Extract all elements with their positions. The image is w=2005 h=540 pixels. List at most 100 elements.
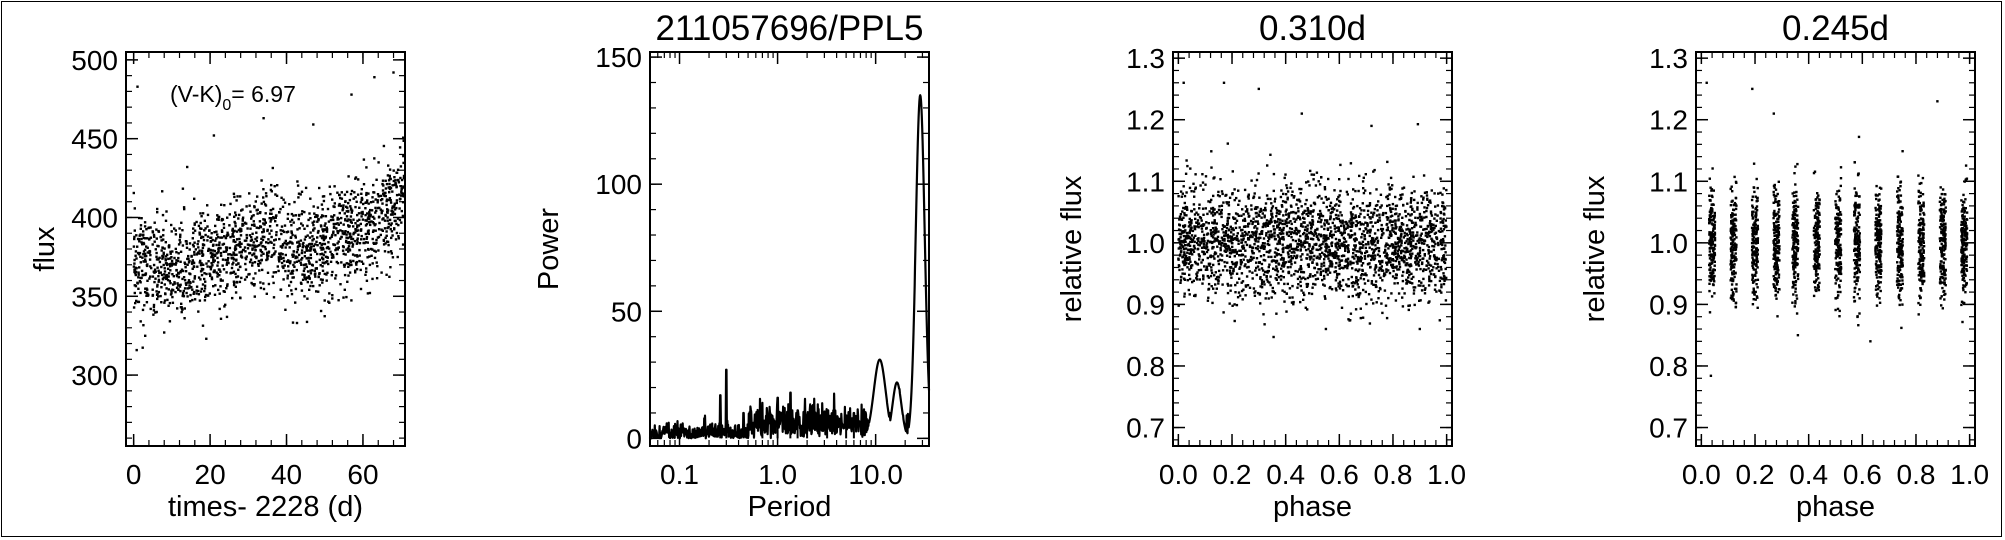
- plot3-point: [1210, 269, 1213, 272]
- plot3-point: [1364, 189, 1367, 192]
- plot3-point: [1442, 187, 1445, 190]
- plot3-point: [1414, 234, 1417, 237]
- plot3-point: [1410, 213, 1413, 216]
- plot3-point: [1346, 224, 1349, 227]
- plot1-point: [362, 183, 366, 186]
- plot3-point: [1357, 259, 1361, 263]
- plot3-point: [1305, 198, 1308, 202]
- plot3-point: [1193, 195, 1196, 198]
- plot3-point: [1372, 302, 1375, 305]
- plot3-point: [1408, 238, 1411, 242]
- plot1-point: [234, 222, 237, 225]
- plot3-point: [1297, 283, 1300, 286]
- plot3-point: [1293, 273, 1296, 276]
- plot3-point: [1211, 210, 1214, 214]
- plot3-point: [1392, 269, 1395, 273]
- plot3-point: [1427, 301, 1430, 304]
- plot3-point: [1423, 211, 1426, 214]
- plot3-point: [1420, 281, 1423, 284]
- plot1-point: [345, 262, 348, 265]
- plot3-point: [1357, 286, 1360, 289]
- plot1-point: [231, 233, 234, 236]
- plot3-point: [1341, 232, 1345, 235]
- plot3-point: [1309, 212, 1312, 215]
- plot3-point: [1413, 303, 1416, 307]
- plot3-point: [1191, 229, 1195, 233]
- plot3-point: [1434, 231, 1438, 234]
- plot1-point: [200, 262, 203, 265]
- plot1-point: [357, 212, 361, 215]
- plot3-point: [1335, 251, 1338, 255]
- plot1-point: [362, 237, 366, 241]
- plot1-point: [381, 189, 385, 192]
- plot3-point: [1316, 255, 1319, 258]
- plot3-point: [1409, 214, 1412, 217]
- plot1-point: [135, 348, 138, 352]
- plot3-point: [1190, 209, 1193, 213]
- plot3-point: [1313, 230, 1317, 233]
- plot3-point: [1435, 257, 1438, 260]
- plot1-point: [398, 146, 402, 149]
- plot3-point: [1319, 212, 1323, 215]
- plot1-point: [151, 288, 154, 291]
- plot3-point: [1254, 220, 1257, 223]
- plot1-point: [181, 277, 184, 281]
- plot1-point: [298, 244, 301, 247]
- plot3-point: [1319, 233, 1322, 236]
- plot3-point: [1266, 224, 1270, 227]
- plot1-point: [271, 254, 274, 257]
- plot1-point: [141, 346, 144, 349]
- plot3-point: [1188, 258, 1191, 261]
- plot1-point: [333, 205, 336, 209]
- plot1-point: [176, 259, 180, 263]
- plot3-point: [1224, 245, 1227, 249]
- plot3-point: [1290, 211, 1293, 214]
- plot3-point: [1275, 267, 1279, 271]
- plot3-point: [1358, 174, 1361, 178]
- plot3-point: [1411, 208, 1414, 212]
- plot1-point: [375, 178, 378, 181]
- plot1-point: [245, 205, 248, 208]
- plot1-point: [372, 229, 375, 232]
- plot3-point: [1323, 188, 1327, 191]
- plot3-point: [1181, 192, 1184, 195]
- plot1-point: [333, 202, 336, 205]
- plot3-point: [1429, 210, 1433, 213]
- plot3-point: [1234, 212, 1238, 215]
- plot3-point: [1294, 256, 1298, 260]
- plot3-point: [1189, 219, 1193, 223]
- plot1-point: [360, 215, 363, 218]
- plot1-point: [284, 269, 287, 273]
- plot3-point: [1183, 295, 1186, 298]
- plot3-point: [1396, 255, 1399, 259]
- plot3-point: [1355, 250, 1358, 253]
- plot1-point: [321, 256, 324, 259]
- plot3-point: [1348, 225, 1351, 228]
- plot3-point: [1289, 243, 1292, 246]
- plot1-point: [165, 287, 168, 290]
- plot1-point: [366, 292, 370, 295]
- plot1-point: [322, 238, 326, 242]
- plot1-point: [395, 171, 398, 174]
- plot3-point: [1240, 261, 1244, 264]
- plot1-point: [323, 315, 326, 318]
- plot3-point: [1377, 219, 1380, 222]
- plot3-point: [1229, 252, 1233, 255]
- plot1-point: [137, 276, 140, 279]
- plot1-point: [161, 246, 164, 249]
- plot1-point: [303, 277, 307, 280]
- plot1-point: [222, 268, 226, 271]
- plot3-point: [1286, 196, 1289, 199]
- plot1-point: [170, 230, 173, 233]
- plot3-point: [1187, 225, 1191, 228]
- plot3-point: [1375, 301, 1378, 304]
- plot1-point: [293, 261, 296, 264]
- plot3-point: [1332, 218, 1336, 221]
- plot1-point: [313, 269, 316, 273]
- plot1-point: [401, 214, 405, 218]
- plot3-point: [1381, 213, 1385, 216]
- plot3-point: [1218, 212, 1221, 216]
- plot3-point: [1438, 279, 1442, 283]
- plot3-point: [1371, 243, 1374, 246]
- plot3-point: [1309, 210, 1313, 213]
